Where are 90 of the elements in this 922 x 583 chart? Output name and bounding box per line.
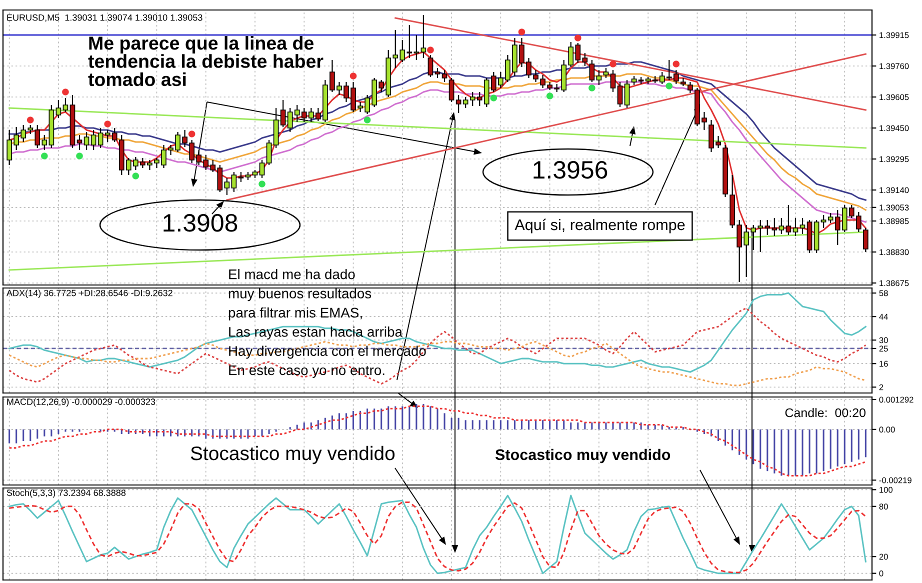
- chart-title: MACD(12,26,9) -0.000029 -0.000323: [7, 398, 156, 407]
- y-tick-label: 16: [880, 360, 888, 367]
- candlestick: [62, 97, 68, 113]
- y-tick-label: 1.39605: [880, 94, 909, 100]
- candlestick: [56, 99, 62, 119]
- candlestick: [462, 96, 468, 109]
- point: [518, 28, 526, 36]
- annotation: Aquí si, realmente rompe: [514, 218, 685, 234]
- y-tick-label: -0.00219: [879, 477, 912, 484]
- y-tick-label: 20: [879, 554, 888, 560]
- y-tick-label: 0.00: [879, 426, 895, 433]
- point: [364, 116, 371, 124]
- y-tick-label: 1.39915: [880, 32, 909, 38]
- line-series: [8, 307, 866, 385]
- point: [258, 180, 266, 188]
- candlestick: [828, 212, 834, 224]
- candlestick: [406, 24, 412, 59]
- y-tick-label: 1.38985: [880, 218, 909, 224]
- candlestick: [259, 159, 265, 179]
- y-tick-label: 80: [879, 504, 888, 510]
- candlestick: [224, 177, 230, 196]
- y-tick-label: 30: [879, 337, 888, 344]
- candlestick: [434, 67, 440, 79]
- candlestick: [589, 59, 595, 83]
- point: [41, 152, 48, 160]
- point: [574, 34, 582, 42]
- candlestick: [617, 81, 623, 108]
- point: [427, 46, 434, 54]
- y-tick-label: 100: [880, 486, 893, 493]
- point: [666, 82, 673, 90]
- candlestick: [442, 69, 448, 83]
- point: [76, 152, 83, 160]
- y-tick-label: 25: [879, 346, 888, 352]
- y-tick-label: 1.39760: [880, 63, 909, 70]
- candlestick: [420, 14, 426, 59]
- point: [610, 60, 616, 68]
- y-tick-label: 44: [879, 314, 888, 320]
- annotation: 1.3956: [534, 161, 608, 179]
- candlestick: [596, 69, 602, 86]
- point: [132, 172, 140, 180]
- candlestick: [98, 127, 104, 149]
- point: [188, 130, 196, 138]
- candlestick: [624, 79, 630, 109]
- candlestick: [414, 34, 420, 61]
- candlestick: [603, 67, 609, 79]
- candlestick: [266, 139, 272, 166]
- point: [26, 116, 34, 124]
- candlestick: [772, 217, 778, 237]
- candlestick: [610, 69, 616, 93]
- candlestick: [456, 94, 462, 114]
- candlestick: [238, 171, 244, 183]
- point: [490, 94, 498, 102]
- candlestick: [863, 227, 868, 253]
- y-tick-label: 58: [879, 290, 888, 296]
- candlestick: [84, 131, 90, 151]
- candlestick: [428, 54, 434, 78]
- line-series: [8, 340, 866, 386]
- y-tick-label: 1.39140: [880, 187, 909, 194]
- candlestick: [90, 129, 96, 151]
- point: [588, 84, 596, 92]
- y-tick-label: 1.39053: [880, 204, 909, 210]
- annotation: Me parece que la linea de tendencia la debiste haber tomado asi: [88, 36, 324, 86]
- y-tick-label: 2: [879, 384, 884, 390]
- candlestick: [800, 217, 806, 235]
- candlestick: [792, 217, 798, 237]
- annotation: Stocastico muy vendido: [190, 446, 395, 464]
- candlestick: [786, 204, 792, 236]
- annotation: 1.3908: [164, 214, 238, 232]
- point: [672, 60, 680, 68]
- candlestick: [42, 134, 48, 151]
- candlestick: [448, 77, 454, 103]
- candlestick: [76, 134, 82, 151]
- candlestick: [820, 214, 826, 229]
- y-tick-label: 1.38830: [880, 249, 909, 256]
- candlestick: [231, 171, 237, 193]
- candlestick: [778, 217, 784, 235]
- y-tick-label: 1.39450: [880, 125, 909, 132]
- y-tick-label: 0.001292: [879, 396, 914, 403]
- point: [350, 72, 357, 80]
- annotation: Candle: 00:20: [785, 408, 866, 418]
- chart-title: Stoch(5,3,3) 73.2394 68.3888: [6, 489, 126, 498]
- y-tick-label: 0: [879, 570, 884, 576]
- chart-title: EURUSD,M5 1.39031 1.39074 1.39010 1.39053: [7, 14, 202, 22]
- y-tick-label: 1.39295: [880, 156, 909, 162]
- point: [546, 92, 554, 100]
- chart-title: ADX(14) 36.7725 +DI:28.6546 -DI:9.2632: [6, 290, 172, 298]
- annotation: Stocastico muy vendido: [495, 448, 670, 464]
- point: [104, 120, 111, 128]
- point: [62, 88, 69, 96]
- y-tick-label: 1.38675: [880, 280, 909, 286]
